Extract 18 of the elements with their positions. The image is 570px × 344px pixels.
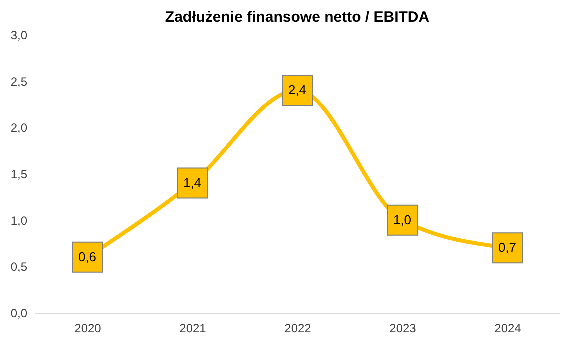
y-tick-label: 1,0 (10, 214, 28, 228)
y-tick-label: 0,5 (10, 260, 28, 274)
y-tick-label: 0,0 (10, 306, 28, 320)
x-tick-label: 2024 (494, 322, 522, 336)
data-label: 0,6 (78, 249, 97, 264)
y-tick-label: 2,5 (10, 74, 28, 89)
data-label: 1,4 (183, 175, 202, 190)
x-tick-label: 2020 (74, 322, 102, 336)
x-tick-label: 2023 (390, 322, 417, 336)
y-tick-label: 1,5 (10, 168, 28, 182)
y-tick-label: 3,0 (10, 28, 28, 42)
data-label: 1,0 (393, 212, 412, 228)
x-tick-label: 2021 (180, 322, 207, 336)
y-tick-label: 2,0 (10, 121, 28, 136)
data-label: 2,4 (288, 82, 307, 98)
x-tick-label: 2022 (284, 322, 312, 336)
chart-title: Zadłużenie finansowe netto / EBITDA (165, 9, 430, 26)
data-label: 0,7 (498, 240, 517, 256)
